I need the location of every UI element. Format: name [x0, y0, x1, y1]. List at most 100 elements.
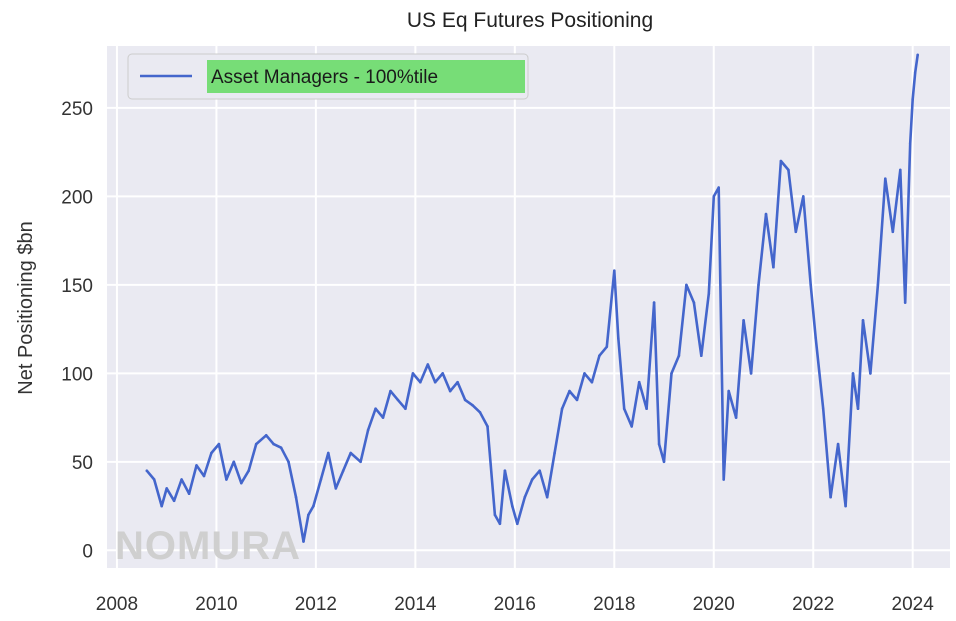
- data-point: [349, 451, 353, 455]
- y-tick-label: 0: [82, 541, 93, 562]
- data-point: [165, 487, 168, 490]
- data-point: [908, 142, 912, 145]
- data-point: [757, 283, 760, 287]
- data-point: [916, 53, 919, 57]
- data-point: [899, 168, 902, 172]
- data-point: [312, 504, 315, 508]
- plot-area: [107, 46, 950, 568]
- data-point: [426, 363, 430, 366]
- data-point: [254, 442, 258, 446]
- data-point: [538, 469, 541, 473]
- legend: Asset Managers - 100%tile: [127, 53, 529, 100]
- data-point: [749, 372, 753, 375]
- data-point: [180, 478, 183, 481]
- data-point: [341, 469, 345, 473]
- data-point: [319, 478, 323, 481]
- data-point: [334, 487, 338, 490]
- y-tick-label: 100: [61, 364, 93, 385]
- data-point: [498, 522, 502, 526]
- data-point: [652, 301, 656, 304]
- grid: [107, 46, 950, 568]
- data-point: [836, 442, 840, 446]
- data-point: [685, 283, 688, 287]
- data-point: [809, 283, 812, 287]
- y-tick-label: 200: [61, 187, 93, 208]
- data-point: [876, 283, 880, 287]
- chart-title: US Eq Futures Positioning: [407, 9, 653, 32]
- data-point: [903, 301, 907, 304]
- data-point: [645, 407, 648, 411]
- data-point: [187, 492, 191, 496]
- watermark-logo: NOMURA: [115, 524, 301, 568]
- data-point: [264, 434, 268, 437]
- data-point: [523, 495, 527, 499]
- data-point: [851, 372, 855, 375]
- data-point: [511, 504, 514, 508]
- x-tick-label: 2010: [195, 594, 237, 615]
- data-point: [307, 513, 310, 517]
- data-point: [829, 495, 832, 499]
- data-point: [272, 442, 275, 446]
- data-point: [727, 389, 730, 393]
- data-point: [247, 469, 250, 473]
- data-point: [195, 464, 198, 467]
- data-point: [598, 354, 601, 358]
- data-point: [821, 407, 825, 411]
- x-tick-label: 2012: [295, 594, 337, 615]
- data-point: [225, 478, 228, 481]
- data-point: [396, 398, 400, 402]
- data-point: [530, 478, 534, 481]
- data-point: [294, 495, 298, 499]
- data-point: [779, 159, 783, 163]
- data-point: [374, 407, 377, 411]
- data-point: [787, 168, 790, 172]
- data-point: [583, 372, 586, 375]
- data-point: [617, 336, 620, 340]
- data-point: [605, 345, 609, 349]
- data-point: [160, 504, 163, 508]
- data-point: [707, 292, 711, 296]
- y-axis-ticks: 0 50 100 150 200 250: [61, 99, 93, 562]
- data-point: [493, 513, 497, 517]
- data-point: [210, 451, 213, 455]
- data-point: [637, 380, 641, 384]
- data-point: [389, 389, 392, 393]
- data-point: [590, 380, 594, 384]
- data-point: [884, 177, 887, 180]
- y-tick-label: 150: [61, 276, 93, 297]
- data-point: [802, 195, 805, 198]
- data-point: [657, 442, 661, 446]
- x-tick-label: 2020: [693, 594, 735, 615]
- x-tick-label: 2008: [96, 594, 138, 615]
- data-point: [545, 495, 549, 499]
- data-point: [463, 398, 467, 402]
- x-tick-label: 2016: [494, 594, 536, 615]
- data-point: [844, 504, 847, 508]
- y-axis-label: Net Positioning $bn: [15, 221, 37, 394]
- y-tick-label: 50: [72, 453, 93, 474]
- data-point: [722, 478, 725, 481]
- x-tick-label: 2018: [593, 594, 635, 615]
- data-point: [433, 380, 437, 384]
- data-point: [419, 380, 422, 384]
- x-tick-label: 2022: [792, 594, 834, 615]
- x-tick-label: 2024: [892, 594, 935, 615]
- data-point: [471, 403, 474, 407]
- data-point: [503, 469, 507, 473]
- data-point: [575, 398, 579, 402]
- data-point: [359, 460, 362, 464]
- series-line: [145, 54, 919, 543]
- x-tick-label: 2014: [394, 594, 437, 615]
- data-point: [327, 451, 330, 455]
- data-point: [172, 499, 176, 503]
- data-point: [670, 372, 673, 375]
- data-point: [630, 425, 633, 428]
- data-point: [734, 416, 738, 419]
- data-point: [700, 354, 703, 358]
- series-points: [145, 53, 919, 543]
- y-tick-label: 250: [61, 99, 93, 120]
- data-point: [712, 195, 716, 198]
- data-point: [202, 474, 206, 478]
- data-point: [677, 354, 681, 358]
